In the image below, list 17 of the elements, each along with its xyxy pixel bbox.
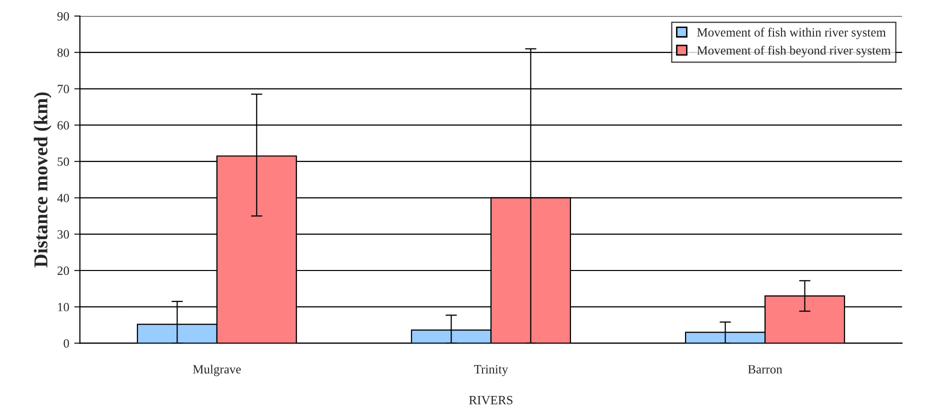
- y-tick-label: 80: [57, 48, 69, 57]
- y-tick-label: 30: [58, 230, 69, 239]
- x-tick-label: Barron: [748, 365, 782, 374]
- y-tick-label: 50: [58, 157, 69, 166]
- y-tick-label: 70: [58, 84, 69, 94]
- y-tick-label: 60: [58, 121, 69, 130]
- x-tick-label: Trinity: [474, 365, 508, 376]
- legend-label: Movement of fish beyond river system: [697, 46, 891, 58]
- y-tick-label: 0: [64, 339, 69, 348]
- y-tick-label: 40: [57, 194, 69, 202]
- x-axis-title: RIVERS: [469, 396, 512, 404]
- x-tick-label: Mulgrave: [192, 364, 241, 376]
- y-tick-label: 20: [58, 266, 69, 275]
- y-tick-label: 90: [57, 12, 69, 21]
- y-axis-title: Distance moved (km): [34, 92, 52, 268]
- y-tick-label: 10: [58, 302, 69, 312]
- legend-label: Movement of fish within river system: [697, 28, 886, 40]
